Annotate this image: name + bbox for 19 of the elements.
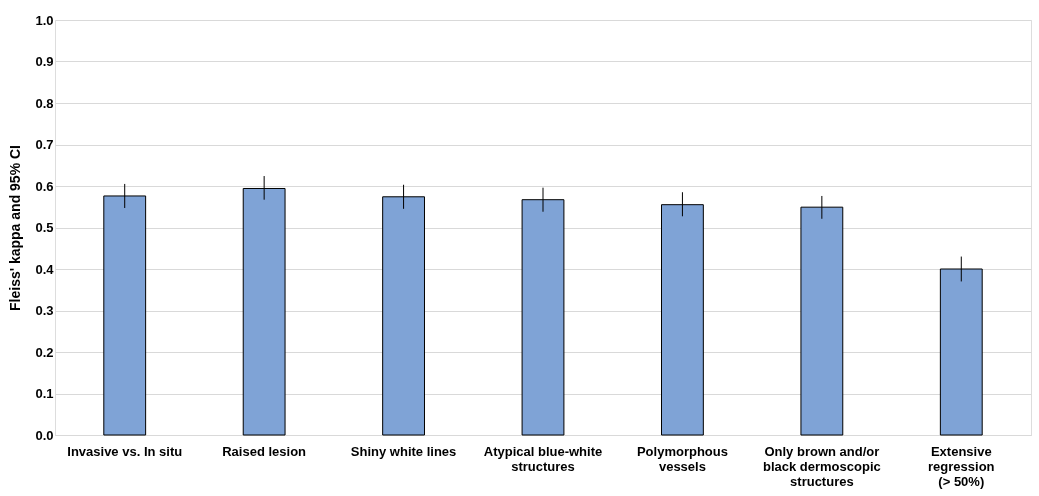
y-tick-label: 0.0 bbox=[35, 427, 54, 443]
y-tick-label: 0.8 bbox=[35, 95, 54, 111]
y-tick-label: 1.0 bbox=[35, 12, 54, 28]
x-tick-label: Raised lesion bbox=[222, 443, 307, 459]
y-tick-label: 0.2 bbox=[35, 344, 54, 360]
x-tick-label: Only brown and/or black dermoscopic structures bbox=[762, 443, 881, 489]
y-tick-label: 0.1 bbox=[35, 386, 54, 401]
y-tick-label: 0.4 bbox=[35, 261, 55, 277]
y-tick-label: 0.6 bbox=[35, 178, 54, 194]
y-axis-title: Fleiss' kappa and 95% CI bbox=[7, 145, 24, 311]
x-tick-label: Atypical blue-white structures bbox=[483, 443, 603, 474]
x-tick-label: Shiny white lines bbox=[350, 443, 457, 459]
y-tick-label: 0.7 bbox=[35, 137, 54, 152]
x-tick-label: Polymorphous vessels bbox=[636, 443, 728, 474]
y-tick-label: 0.5 bbox=[35, 220, 54, 235]
y-tick-label: 0.9 bbox=[35, 54, 54, 69]
x-tick-label: Invasive vs. In situ bbox=[67, 443, 183, 459]
y-tick-label: 0.3 bbox=[35, 303, 54, 318]
x-tick-label: Extensive regression (> 50%) bbox=[928, 443, 995, 489]
